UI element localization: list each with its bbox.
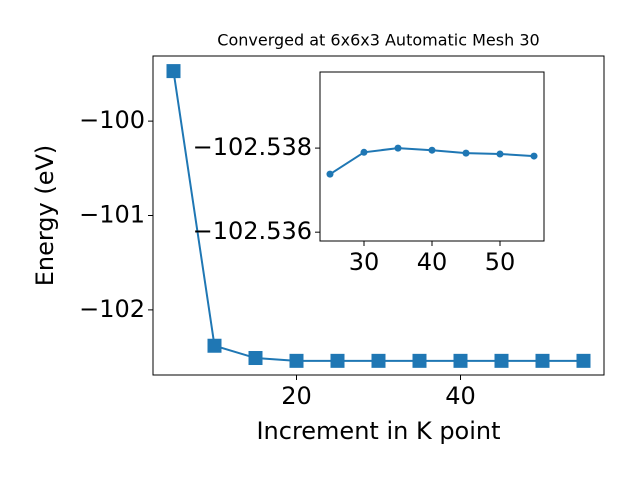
marker bbox=[371, 353, 386, 368]
marker bbox=[166, 64, 181, 79]
marker bbox=[496, 150, 504, 158]
plot-area bbox=[319, 71, 545, 242]
y-tick-label: −102 bbox=[79, 295, 145, 323]
y-tick-label: −102.536 bbox=[193, 217, 312, 245]
x-tick-label: 50 bbox=[485, 248, 516, 276]
marker bbox=[494, 353, 509, 368]
y-tick-label: −102.538 bbox=[193, 133, 312, 161]
marker bbox=[535, 353, 550, 368]
marker bbox=[207, 338, 222, 353]
marker bbox=[360, 148, 368, 156]
x-axis-label: Increment in K point bbox=[256, 417, 500, 445]
marker bbox=[453, 353, 468, 368]
marker bbox=[330, 353, 345, 368]
x-tick-label: 20 bbox=[281, 382, 312, 410]
y-axis-label: Energy (eV) bbox=[31, 145, 59, 287]
y-tick-label: −101 bbox=[79, 201, 145, 229]
marker bbox=[576, 353, 591, 368]
marker bbox=[428, 146, 436, 154]
marker bbox=[248, 351, 263, 366]
marker bbox=[530, 152, 538, 160]
chart-title: Converged at 6x6x3 Automatic Mesh 30 bbox=[217, 31, 539, 50]
marker bbox=[326, 170, 334, 178]
x-tick-label: 30 bbox=[349, 248, 380, 276]
y-tick-label: −100 bbox=[79, 106, 145, 134]
marker bbox=[412, 353, 427, 368]
x-tick-label: 40 bbox=[445, 382, 476, 410]
x-tick-label: 40 bbox=[417, 248, 448, 276]
marker bbox=[462, 149, 470, 157]
marker bbox=[289, 353, 304, 368]
marker bbox=[394, 144, 402, 152]
